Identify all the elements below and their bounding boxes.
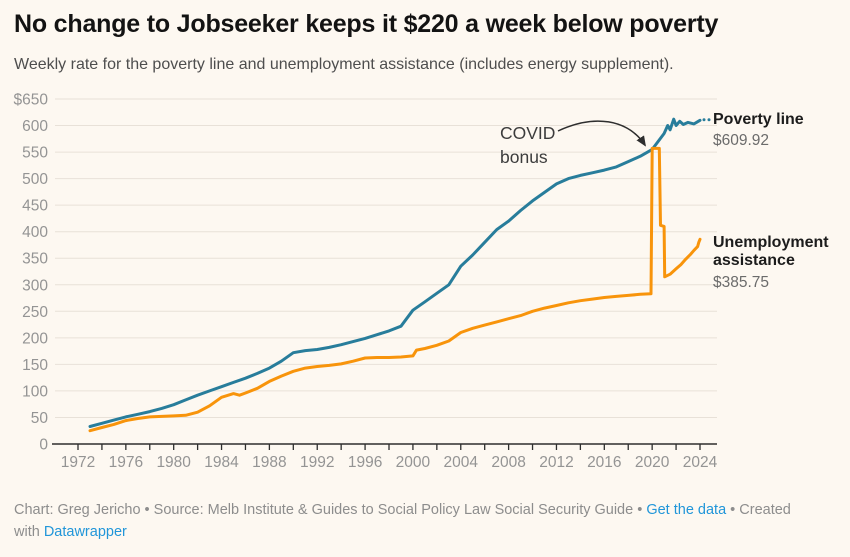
covid-annotation: COVID bonus bbox=[500, 122, 555, 169]
get-the-data-link[interactable]: Get the data bbox=[646, 502, 727, 518]
y-tick-label-50: 50 bbox=[31, 410, 49, 427]
y-tick-label-300: 300 bbox=[22, 277, 48, 294]
chart-area: $650 600 550 500 450 400 350 300 250 200 150 100 50 0… bbox=[0, 88, 850, 488]
unemployment-name-line1: Unemployment bbox=[713, 234, 829, 251]
y-tick-label-400: 400 bbox=[22, 224, 48, 241]
unemployment-name-line2: assistance bbox=[713, 252, 795, 270]
poverty-line-name: Poverty line bbox=[713, 111, 804, 128]
x-tick-label-2008: 2008 bbox=[491, 454, 525, 471]
chart-subtitle: Weekly rate for the poverty line and une… bbox=[14, 56, 674, 73]
poverty-line-dotted-extension bbox=[702, 118, 706, 122]
footer-credit-text: Chart: Greg Jericho • Source: Melb Insti… bbox=[14, 502, 647, 518]
datawrapper-link[interactable]: Datawrapper bbox=[43, 524, 127, 541]
y-tick-label-150: 150 bbox=[22, 357, 48, 374]
x-tick-label-2012: 2012 bbox=[539, 454, 573, 471]
chart-plot: $650600550500450400350300250200150100500… bbox=[14, 92, 718, 472]
x-tick-label-1996: 1996 bbox=[348, 454, 382, 471]
poverty-line-value: $609.92 bbox=[713, 132, 770, 150]
footer-attribution: Chart: Greg Jericho • Source: Melb Insti… bbox=[14, 499, 820, 544]
x-tick-label-1984: 1984 bbox=[204, 454, 239, 471]
y-tick-label-550: 550 bbox=[22, 145, 48, 162]
x-tick-label-1988: 1988 bbox=[252, 454, 286, 471]
y-tick-label-100: 100 bbox=[22, 383, 48, 400]
y-tick-label-250: 250 bbox=[22, 304, 48, 321]
y-tick-label-450: 450 bbox=[22, 198, 48, 215]
x-tick-label-2000: 2000 bbox=[396, 454, 431, 471]
poverty-line-label: Poverty line $609.92 bbox=[713, 111, 804, 150]
covid-annotation-line1: COVID bbox=[500, 123, 556, 143]
x-tick-label-2020: 2020 bbox=[635, 454, 670, 471]
unemployment-value: $385.75 bbox=[713, 273, 770, 291]
x-tick-label-2024: 2024 bbox=[683, 454, 718, 471]
x-tick-label-1976: 1976 bbox=[109, 454, 143, 471]
covid-annotation-line2: bonus bbox=[500, 146, 548, 167]
x-tick-label-2004: 2004 bbox=[444, 454, 479, 471]
unemployment-line-series[interactable] bbox=[88, 146, 702, 433]
footer-created-with-text: • Created with bbox=[14, 502, 791, 541]
y-tick-label-200: 200 bbox=[22, 330, 48, 347]
y-tick-label-500: 500 bbox=[22, 171, 48, 188]
unemployment-label: Unemployment assistance $385.75 bbox=[713, 234, 829, 292]
y-tick-label-350: 350 bbox=[22, 251, 48, 268]
x-tick-label-1980: 1980 bbox=[156, 454, 191, 471]
chart-title: No change to Jobseeker keeps it $220 a w… bbox=[14, 10, 719, 38]
poverty-line-series[interactable] bbox=[88, 117, 702, 428]
y-tick-label-600: 600 bbox=[22, 118, 48, 135]
x-tick-label-1992: 1992 bbox=[300, 454, 334, 471]
y-tick-label-0: 0 bbox=[39, 437, 48, 454]
y-tick-label-650: $650 bbox=[14, 92, 49, 109]
x-tick-label-2016: 2016 bbox=[587, 454, 621, 471]
covid-annotation-arrow bbox=[557, 120, 646, 147]
x-tick-label-1972: 1972 bbox=[61, 454, 95, 471]
poverty-line-dotted-extension bbox=[707, 118, 711, 122]
